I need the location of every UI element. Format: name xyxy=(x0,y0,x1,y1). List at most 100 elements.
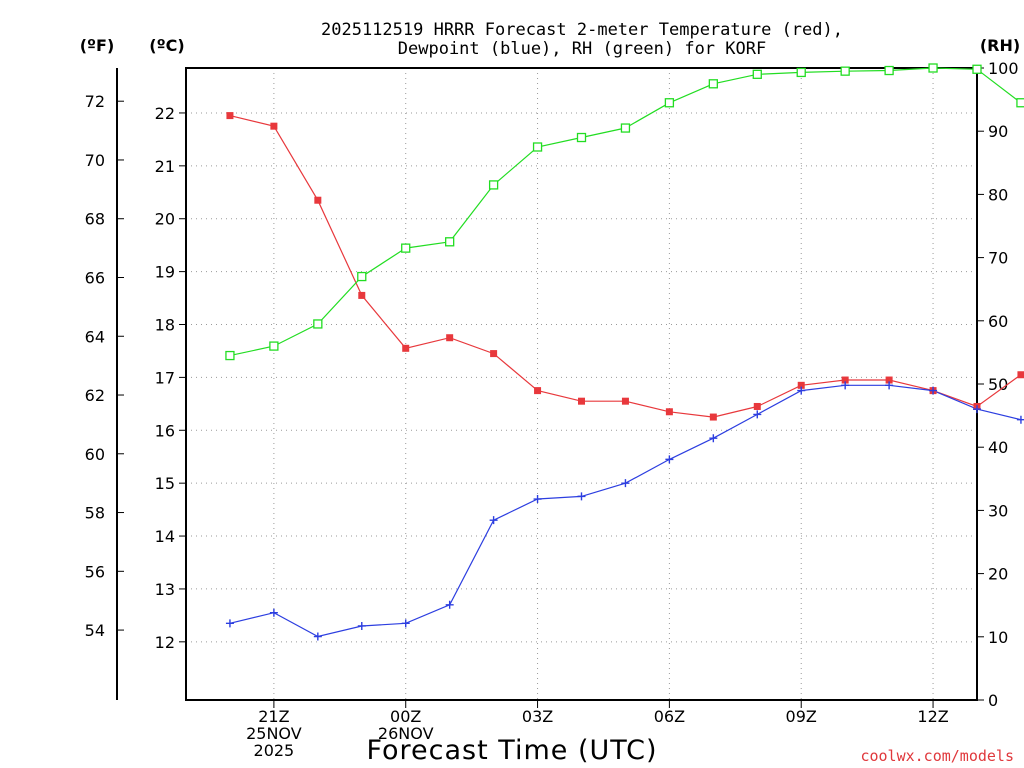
x-axis-title: Forecast Time (UTC) xyxy=(366,735,657,766)
rh-end-point xyxy=(1016,98,1024,108)
rh-tick-label: 60 xyxy=(988,312,1008,331)
temperature-point xyxy=(753,402,761,410)
temperature-point xyxy=(226,112,234,120)
temperatureline xyxy=(229,115,1022,418)
fahrenheit-tick-label: 56 xyxy=(85,562,105,581)
celsius-unit-label: (ºC) xyxy=(149,36,184,55)
dewpoint-point xyxy=(225,619,234,628)
rh-tick-label: 30 xyxy=(988,501,1008,520)
rh-tick-label: 70 xyxy=(988,249,1008,268)
rh-point xyxy=(708,79,718,89)
x-tick-label: 03Z xyxy=(522,707,553,726)
source-credit: coolwx.com/models xyxy=(860,747,1014,765)
celsius-tick-label: 19 xyxy=(155,263,175,282)
axes: 12 13 14 15 16 17 18 19 20 21 22 54 56 58 60 62 64 66 68 70… xyxy=(85,59,1019,760)
celsius-tick-label: 16 xyxy=(155,421,175,440)
fahrenheit-tick-label: 60 xyxy=(85,445,105,464)
x-tick-label: 25NOV xyxy=(246,724,302,743)
dewpoint-point xyxy=(709,434,718,443)
dewpoint-point xyxy=(445,600,454,609)
temperature-point xyxy=(534,387,542,395)
fahrenheit-tick-label: 58 xyxy=(85,504,105,523)
rh-tick-label: 90 xyxy=(988,122,1008,141)
rh-tick-label: 10 xyxy=(988,628,1008,647)
chart-title-line-2: Dewpoint (blue), RH (green) for KORF xyxy=(398,39,766,59)
rh-point xyxy=(752,69,762,79)
rh-point xyxy=(620,123,631,133)
rh-point xyxy=(445,237,455,247)
rh-tick-label: 50 xyxy=(988,375,1008,394)
chart-title-line-1: 2025112519 HRRR Forecast 2-meter Tempera… xyxy=(321,20,843,40)
temperature-point xyxy=(446,334,454,342)
celsius-tick-label: 22 xyxy=(155,104,175,123)
rh-point xyxy=(225,350,235,361)
temperature-point xyxy=(841,376,849,384)
rh-point xyxy=(884,65,894,76)
dewpoint-point xyxy=(357,621,366,630)
celsius-tick-label: 14 xyxy=(155,527,175,546)
dewpoint-point xyxy=(885,381,894,390)
fahrenheit-tick-label: 72 xyxy=(85,92,105,111)
rh-tick-label: 0 xyxy=(988,691,998,710)
fahrenheit-tick-label: 62 xyxy=(85,386,105,405)
rh-point xyxy=(532,142,543,152)
dewpoint-point xyxy=(621,479,630,488)
rh-point xyxy=(401,243,411,253)
dewpoint-end-point xyxy=(1016,415,1024,424)
x-tick-label: 26NOV xyxy=(378,724,434,743)
dewpoint-point xyxy=(929,386,938,395)
x-tick-label: 2025 xyxy=(254,741,295,760)
temperature-point xyxy=(797,381,805,389)
data-series xyxy=(225,63,1024,641)
x-tick-label: 12Z xyxy=(917,707,948,726)
temperature-point xyxy=(270,122,278,130)
dewpoint-point xyxy=(269,608,278,617)
fahrenheit-tick-label: 66 xyxy=(85,268,105,287)
rh-point xyxy=(269,341,279,351)
celsius-tick-label: 17 xyxy=(155,368,175,387)
temperature-point xyxy=(885,376,893,384)
rh-point xyxy=(928,63,938,73)
dewpoint-point xyxy=(401,619,410,628)
dewpoint-point xyxy=(665,455,674,464)
celsius-tick-label: 13 xyxy=(155,580,175,599)
rh-point xyxy=(840,66,850,76)
temperature-point xyxy=(621,397,629,405)
fahrenheit-tick-label: 64 xyxy=(85,327,105,346)
dewpoint-point xyxy=(797,386,806,395)
rh-point xyxy=(972,64,982,74)
temperature-point xyxy=(490,350,498,358)
celsius-tick-label: 20 xyxy=(155,210,175,229)
temperature-point xyxy=(665,408,673,416)
celsius-tick-label: 21 xyxy=(155,157,175,176)
celsius-tick-label: 15 xyxy=(155,474,175,493)
dewpoint-point xyxy=(533,495,542,504)
plot-frame xyxy=(185,67,978,701)
dewpoint-point xyxy=(753,410,762,419)
temperature-point xyxy=(358,291,366,299)
x-tick-label: 00Z xyxy=(390,707,421,726)
dewpoint-point xyxy=(841,381,850,390)
rh-tick-label: 100 xyxy=(988,59,1019,78)
rhline xyxy=(229,67,1022,357)
fahrenheit-tick-label: 68 xyxy=(85,210,105,229)
rh-point xyxy=(357,271,367,282)
rh-point xyxy=(796,67,806,78)
temperature-point xyxy=(314,196,322,204)
dewpoint-point xyxy=(577,492,586,501)
fahrenheit-tick-label: 70 xyxy=(85,151,105,170)
celsius-tick-label: 12 xyxy=(155,633,175,652)
rh-point xyxy=(576,132,587,143)
dewpoint-point xyxy=(313,632,322,641)
dewpoint-point xyxy=(973,405,981,414)
x-tick-label: 09Z xyxy=(786,707,817,726)
rh-point xyxy=(313,319,323,329)
temperature-point xyxy=(402,344,410,352)
rh-unit-label: (RH) xyxy=(980,36,1020,55)
celsius-tick-label: 18 xyxy=(155,316,175,335)
x-tick-label: 06Z xyxy=(654,707,685,726)
dewpoint-point xyxy=(489,516,498,525)
grid-lines xyxy=(186,68,977,700)
dewpointline xyxy=(229,384,1022,638)
